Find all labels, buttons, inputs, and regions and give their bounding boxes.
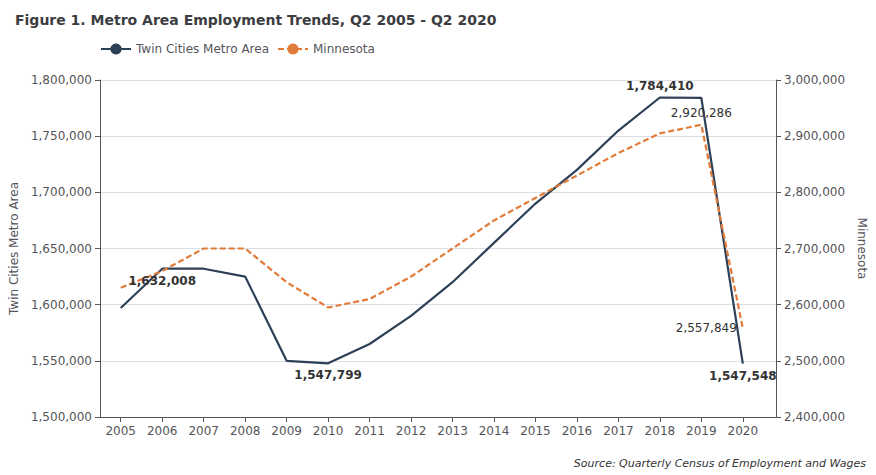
svg-text:2019: 2019 (686, 424, 717, 438)
svg-text:Twin Cities Metro Area: Twin Cities Metro Area (7, 182, 21, 316)
svg-text:2006: 2006 (147, 424, 178, 438)
svg-text:Minnesota: Minnesota (313, 42, 375, 56)
svg-text:2008: 2008 (230, 424, 261, 438)
svg-text:3,000,000: 3,000,000 (784, 73, 845, 87)
svg-text:2014: 2014 (479, 424, 510, 438)
svg-text:2,920,286: 2,920,286 (671, 106, 732, 120)
svg-text:Source: Quarterly Census of Em: Source: Quarterly Census of Employment a… (574, 457, 866, 470)
svg-text:2010: 2010 (313, 424, 344, 438)
svg-text:2011: 2011 (354, 424, 385, 438)
svg-text:1,650,000: 1,650,000 (31, 242, 92, 256)
svg-text:2020: 2020 (728, 424, 759, 438)
svg-text:1,750,000: 1,750,000 (31, 129, 92, 143)
svg-text:2,700,000: 2,700,000 (784, 242, 845, 256)
svg-text:2017: 2017 (603, 424, 634, 438)
svg-text:1,547,548: 1,547,548 (709, 369, 777, 383)
svg-text:1,500,000: 1,500,000 (31, 410, 92, 424)
svg-text:2009: 2009 (271, 424, 302, 438)
svg-text:2,557,849: 2,557,849 (676, 321, 737, 335)
svg-text:1,784,410: 1,784,410 (626, 79, 694, 93)
svg-text:Minnesota: Minnesota (855, 218, 869, 280)
svg-text:2,400,000: 2,400,000 (784, 410, 845, 424)
svg-text:2015: 2015 (520, 424, 551, 438)
svg-text:2007: 2007 (188, 424, 219, 438)
svg-text:2,900,000: 2,900,000 (784, 129, 845, 143)
svg-text:Figure 1. Metro Area Employmen: Figure 1. Metro Area Employment Trends, … (15, 12, 497, 28)
svg-text:1,632,008: 1,632,008 (128, 274, 196, 288)
svg-text:2,500,000: 2,500,000 (784, 354, 845, 368)
svg-text:2013: 2013 (437, 424, 468, 438)
svg-text:2016: 2016 (562, 424, 593, 438)
svg-text:1,800,000: 1,800,000 (31, 73, 92, 87)
svg-text:2,600,000: 2,600,000 (784, 298, 845, 312)
svg-text:2012: 2012 (396, 424, 427, 438)
svg-text:1,547,799: 1,547,799 (294, 368, 362, 382)
svg-text:Twin Cities Metro Area: Twin Cities Metro Area (135, 42, 269, 56)
svg-text:1,600,000: 1,600,000 (31, 298, 92, 312)
svg-text:2,800,000: 2,800,000 (784, 185, 845, 199)
svg-text:1,700,000: 1,700,000 (31, 185, 92, 199)
svg-text:1,550,000: 1,550,000 (31, 354, 92, 368)
svg-text:2018: 2018 (645, 424, 676, 438)
svg-text:2005: 2005 (105, 424, 136, 438)
